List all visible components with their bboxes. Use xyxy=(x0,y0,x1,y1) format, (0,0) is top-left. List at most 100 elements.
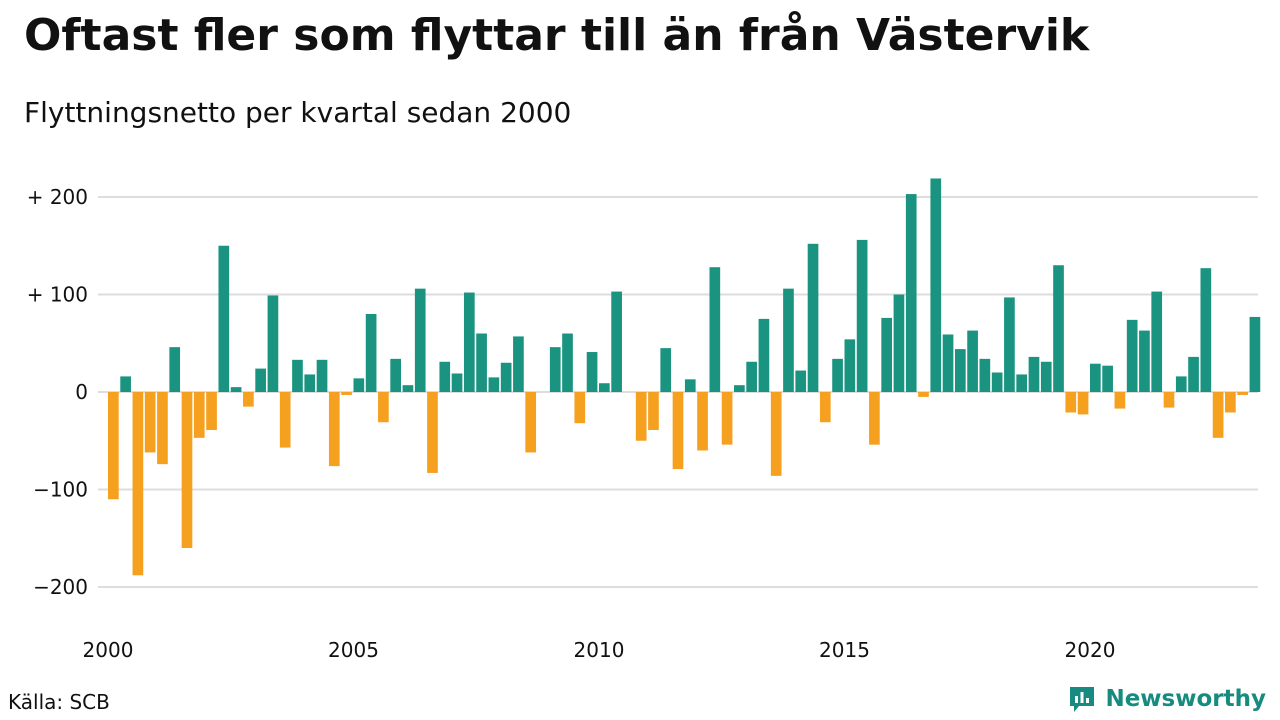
bar-2001K2 xyxy=(169,347,181,392)
y-tick-label: −200 xyxy=(33,575,88,599)
bar-2001K1 xyxy=(157,392,168,465)
bar-2021K4 xyxy=(1175,376,1187,392)
bar-2000K1 xyxy=(108,392,119,500)
bar-2001K4 xyxy=(193,392,205,438)
bar-2004K4 xyxy=(341,392,352,395)
bar-2022K4 xyxy=(1225,392,1236,413)
x-tick-label: 2020 xyxy=(1065,638,1116,662)
bar-2012K4 xyxy=(734,385,745,392)
bar-2015K4 xyxy=(881,317,893,392)
bar-2011K1 xyxy=(648,392,659,431)
bar-2007K1 xyxy=(451,373,463,392)
x-tick-label: 2010 xyxy=(574,638,625,662)
bar-2000K3 xyxy=(132,392,144,576)
bar-2018K4 xyxy=(1028,356,1040,392)
bar-2008K1 xyxy=(500,362,512,392)
bar-2015K2 xyxy=(856,239,868,392)
bar-2020K2 xyxy=(1102,365,1113,392)
y-tick-label: + 200 xyxy=(27,185,88,209)
y-tick-label: + 100 xyxy=(27,283,88,307)
bar-2013K4 xyxy=(783,288,794,392)
bar-2016K2 xyxy=(905,194,917,392)
bar-2019K3 xyxy=(1065,392,1077,413)
x-tick-label: 2005 xyxy=(328,638,379,662)
bar-2019K2 xyxy=(1053,265,1064,392)
bar-2006K2 xyxy=(414,288,426,392)
bar-2002K3 xyxy=(230,387,242,393)
bar-2010K4 xyxy=(635,392,647,441)
bar-2021K1 xyxy=(1139,330,1150,392)
bar-2003K1 xyxy=(255,368,266,392)
bar-2014K1 xyxy=(795,370,807,392)
chart-subtitle: Flyttningsnetto per kvartal sedan 2000 xyxy=(24,96,572,129)
y-tick-label: −100 xyxy=(33,478,88,502)
bar-2005K1 xyxy=(353,378,365,392)
brand-name: Newsworthy xyxy=(1105,686,1266,712)
bar-2019K4 xyxy=(1077,392,1089,415)
bar-2001K3 xyxy=(181,392,193,548)
bar-2000K2 xyxy=(120,376,131,392)
bar-2010K2 xyxy=(611,291,622,392)
bar-2004K3 xyxy=(328,392,340,467)
bar-2010K1 xyxy=(599,383,610,392)
newsworthy-logo-icon xyxy=(1070,687,1095,712)
bar-2017K3 xyxy=(967,330,978,392)
bar-2003K2 xyxy=(267,295,279,392)
bar-2014K3 xyxy=(819,392,831,423)
bar-2012K1 xyxy=(697,392,708,451)
x-tick-label: 2000 xyxy=(83,638,134,662)
bar-2017K2 xyxy=(954,349,966,392)
bar-2007K4 xyxy=(488,377,500,393)
bar-2017K1 xyxy=(942,334,954,392)
bar-2007K3 xyxy=(476,333,487,392)
bar-2002K2 xyxy=(218,245,230,392)
bar-2015K1 xyxy=(844,339,856,392)
x-tick-label: 2015 xyxy=(819,638,870,662)
bar-2006K1 xyxy=(402,385,414,392)
bar-2020K3 xyxy=(1114,392,1126,409)
bar-2005K2 xyxy=(365,314,377,392)
y-tick-label: 0 xyxy=(75,380,88,404)
bar-2002K1 xyxy=(206,392,217,431)
bar-2004K1 xyxy=(304,374,316,392)
bar-2005K3 xyxy=(378,392,389,423)
bar-2013K1 xyxy=(746,361,757,392)
bar-2008K2 xyxy=(513,336,524,392)
bar-2017K4 xyxy=(979,358,991,392)
bar-2018K1 xyxy=(991,372,1003,392)
bar-2009K1 xyxy=(549,347,561,392)
bar-2021K3 xyxy=(1163,392,1175,408)
bar-2006K3 xyxy=(427,392,438,473)
bar-2009K2 xyxy=(562,333,573,392)
brand-logo: Newsworthy xyxy=(1067,684,1266,714)
bar-2016K1 xyxy=(893,294,905,392)
bar-2021K2 xyxy=(1151,291,1163,392)
bar-2012K2 xyxy=(709,267,721,392)
bar-2015K3 xyxy=(869,392,880,445)
bar-2020K4 xyxy=(1126,319,1138,392)
bar-2011K4 xyxy=(684,379,696,392)
bar-2003K3 xyxy=(279,392,291,448)
bar-2004K2 xyxy=(316,359,328,392)
bar-2002K4 xyxy=(243,392,254,407)
bar-2011K2 xyxy=(660,348,672,393)
bar-2018K3 xyxy=(1016,374,1028,392)
bar-2018K2 xyxy=(1004,297,1015,392)
y-axis-tick-labels: + 200 + 100 0 −100 −200 xyxy=(27,185,88,599)
x-axis-tick-labels: 2000 2005 2010 2015 2020 xyxy=(83,638,1116,662)
bar-2014K4 xyxy=(832,358,843,392)
bar-2020K1 xyxy=(1090,363,1101,392)
bar-2022K1 xyxy=(1188,356,1199,392)
bar-2022K2 xyxy=(1200,268,1212,392)
bar-2009K4 xyxy=(586,352,598,392)
bar-2022K3 xyxy=(1212,392,1224,438)
bar-2023K1 xyxy=(1237,392,1248,395)
bar-2011K3 xyxy=(672,392,684,470)
source-label: Källa: SCB xyxy=(8,690,110,714)
bar-2016K3 xyxy=(918,392,929,397)
bar-2005K4 xyxy=(390,358,401,392)
bar-2016K4 xyxy=(930,178,942,392)
bar-2003K4 xyxy=(292,359,303,392)
bar-2009K3 xyxy=(574,392,586,424)
